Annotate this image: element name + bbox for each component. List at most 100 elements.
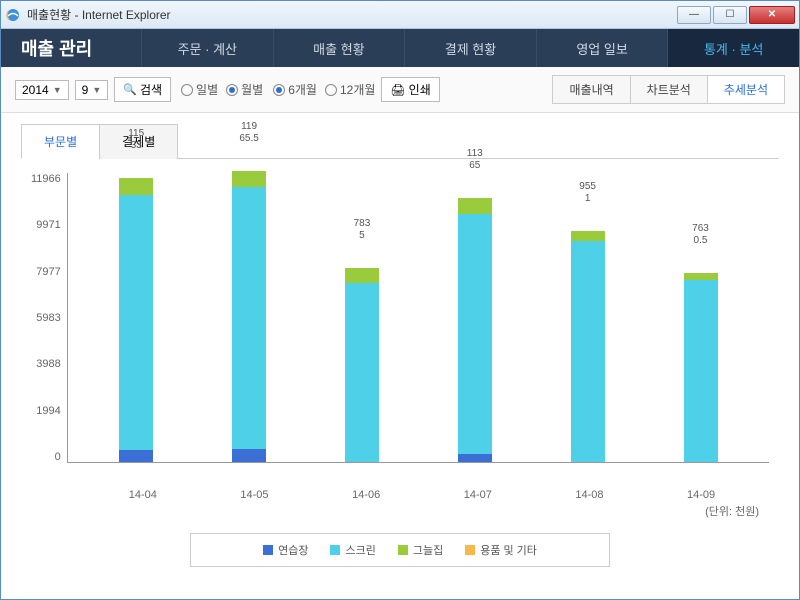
bar-top-label: 763 0.5 xyxy=(681,223,721,247)
legend-label: 연습장 xyxy=(278,542,308,558)
bar-stack xyxy=(571,231,605,462)
view-tab[interactable]: 차트분석 xyxy=(630,76,707,103)
nav-item[interactable]: 매출 현황 xyxy=(273,29,405,67)
search-button[interactable]: 🔍 검색 xyxy=(114,77,171,102)
bar-segment-shade xyxy=(232,171,266,187)
bar-top-label: 955 1 xyxy=(568,181,608,205)
titlebar: 매출현황 - Internet Explorer — ☐ ✕ xyxy=(1,1,799,29)
nav-item[interactable]: 주문 · 계산 xyxy=(141,29,273,67)
y-tick-label: 11966 xyxy=(31,173,61,185)
bar-stack xyxy=(684,273,718,462)
bar-column: 119 65.5 xyxy=(232,171,266,462)
nav-item[interactable]: 통계 · 분석 xyxy=(667,29,799,67)
bar-column: 763 0.5 xyxy=(684,273,718,462)
caret-down-icon: ▼ xyxy=(53,85,62,95)
brand-title: 매출 관리 xyxy=(1,29,141,67)
bar-column: 955 1 xyxy=(571,231,605,462)
print-label: 인쇄 xyxy=(409,81,431,98)
view-tab[interactable]: 추세분석 xyxy=(707,76,784,103)
legend-item: 스크린 xyxy=(330,542,375,558)
x-tick-label: 14-07 xyxy=(461,489,495,501)
legend-swatch xyxy=(465,545,475,555)
year-value: 2014 xyxy=(22,83,49,97)
bar-top-label: 115 33 xyxy=(116,128,156,152)
view-tab[interactable]: 매출내역 xyxy=(553,76,629,103)
nav-item[interactable]: 영업 일보 xyxy=(536,29,668,67)
bar-segment-practice xyxy=(119,450,153,462)
radio-label: 일별 xyxy=(196,81,218,98)
bar-segment-screen xyxy=(458,214,492,454)
plot-area: 115 33 119 65.5 783 5 113 65 955 1 763 0.5 xyxy=(67,173,769,463)
maximize-button[interactable]: ☐ xyxy=(713,6,747,24)
y-tick-label: 7977 xyxy=(36,266,60,278)
year-select[interactable]: 2014 ▼ xyxy=(15,80,69,100)
bar-stack xyxy=(345,268,379,462)
print-icon: 🖨 xyxy=(390,83,405,97)
bar-segment-shade xyxy=(119,178,153,195)
x-tick-label: 14-04 xyxy=(126,489,160,501)
bar-column: 115 33 xyxy=(119,178,153,462)
y-tick-label: 0 xyxy=(55,451,61,463)
bar-segment-practice xyxy=(458,454,492,462)
bar-segment-shade xyxy=(458,198,492,214)
radio-dot-icon xyxy=(273,84,285,96)
month-select[interactable]: 9 ▼ xyxy=(75,80,109,100)
ie-icon xyxy=(5,7,21,23)
x-tick-label: 14-08 xyxy=(572,489,606,501)
search-icon: 🔍 xyxy=(123,83,137,96)
bar-top-label: 783 5 xyxy=(342,218,382,242)
radio-dot-icon xyxy=(325,84,337,96)
y-tick-label: 3988 xyxy=(36,358,60,370)
x-tick-label: 14-05 xyxy=(237,489,271,501)
bar-top-label: 119 65.5 xyxy=(229,121,269,145)
legend-label: 그늘집 xyxy=(413,542,443,558)
bar-segment-shade xyxy=(571,231,605,242)
print-button[interactable]: 🖨 인쇄 xyxy=(381,77,439,102)
legend-item: 연습장 xyxy=(263,542,308,558)
chart: 11966 9971 7977 5983 3988 1994 0 115 33 119 65.… xyxy=(31,173,769,483)
legend-swatch xyxy=(398,545,408,555)
bar-segment-practice xyxy=(232,449,266,462)
window-buttons: — ☐ ✕ xyxy=(677,6,795,24)
bar-segment-shade xyxy=(345,268,379,283)
bar-segment-screen xyxy=(119,195,153,449)
bar-stack xyxy=(232,171,266,462)
radio-dot-icon xyxy=(181,84,193,96)
bar-column: 113 65 xyxy=(458,198,492,462)
sub-tab[interactable]: 부문별 xyxy=(21,124,100,159)
bar-top-label: 113 65 xyxy=(455,148,495,172)
month-value: 9 xyxy=(82,83,89,97)
range-radio[interactable]: 6개월 xyxy=(273,81,317,98)
chart-area: 11966 9971 7977 5983 3988 1994 0 115 33 119 65.… xyxy=(1,159,799,573)
unit-label: (단위: 천원) xyxy=(31,501,769,519)
bar-column: 783 5 xyxy=(345,268,379,462)
range-radio-group: 6개월 12개월 xyxy=(273,81,375,98)
bar-segment-shade xyxy=(684,273,718,280)
legend-item: 용품 및 기타 xyxy=(465,542,537,558)
bars-container: 115 33 119 65.5 783 5 113 65 955 1 763 0.5 xyxy=(68,173,769,462)
app-window: 매출현황 - Internet Explorer — ☐ ✕ 매출 관리 주문 … xyxy=(0,0,800,600)
nav-item[interactable]: 결제 현황 xyxy=(404,29,536,67)
x-tick-label: 14-06 xyxy=(349,489,383,501)
toolbar: 2014 ▼ 9 ▼ 🔍 검색 일별 월별 6개월 12개월 🖨 인쇄 매출내역차트… xyxy=(1,67,799,113)
bar-segment-screen xyxy=(345,283,379,462)
close-button[interactable]: ✕ xyxy=(749,6,795,24)
period-radio[interactable]: 일별 xyxy=(181,81,218,98)
radio-label: 월별 xyxy=(241,81,263,98)
top-nav: 매출 관리 주문 · 계산매출 현황결제 현황영업 일보통계 · 분석 xyxy=(1,29,799,67)
y-tick-label: 9971 xyxy=(36,219,60,231)
bar-segment-screen xyxy=(684,280,718,462)
minimize-button[interactable]: — xyxy=(677,6,711,24)
bar-stack xyxy=(119,178,153,462)
y-tick-label: 1994 xyxy=(36,405,60,417)
nav-items: 주문 · 계산매출 현황결제 현황영업 일보통계 · 분석 xyxy=(141,29,799,67)
x-tick-label: 14-09 xyxy=(684,489,718,501)
caret-down-icon: ▼ xyxy=(92,85,101,95)
legend-label: 스크린 xyxy=(345,542,375,558)
radio-label: 6개월 xyxy=(288,81,317,98)
y-tick-label: 5983 xyxy=(36,312,60,324)
period-radio[interactable]: 월별 xyxy=(226,81,263,98)
bar-segment-screen xyxy=(571,241,605,462)
range-radio[interactable]: 12개월 xyxy=(325,81,375,98)
bar-segment-screen xyxy=(232,187,266,449)
